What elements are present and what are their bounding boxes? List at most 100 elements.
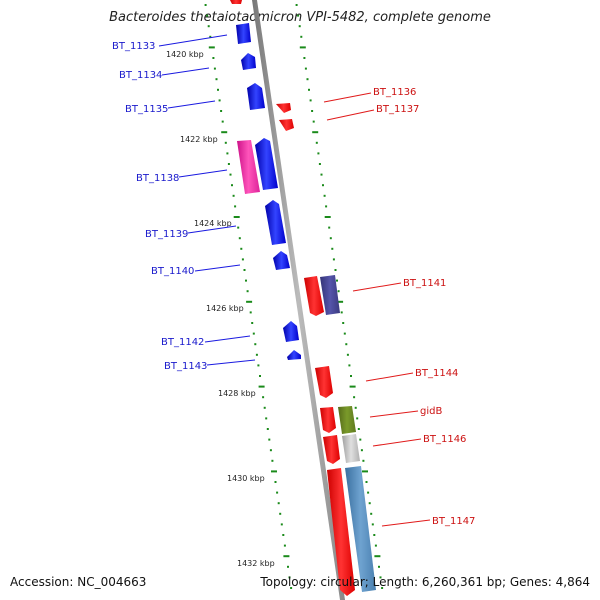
scale-tick [356,417,359,420]
scale-tick [269,449,272,452]
gene-feature-bt1146b[interactable] [342,434,360,463]
scale-tick [368,502,371,505]
scale-tick [378,565,380,568]
scale-label-1428: 1428 kbp [218,389,256,398]
scale-tick [206,14,209,17]
scale-tick [304,67,307,70]
gene-feature-bt1141b[interactable] [320,275,340,315]
gene-label-bt1136[interactable]: BT_1136 [373,87,416,98]
scale-tick [331,247,334,250]
gene-label-bt1142[interactable]: BT_1142 [161,337,204,348]
gene-label-bt1138[interactable]: BT_1138 [136,173,179,184]
scale-tick [303,57,306,59]
scale-tick [271,459,274,462]
scale-tick [283,544,286,547]
scale-tick [254,343,257,346]
scale-tick [246,300,253,303]
gene-label-bt1143[interactable]: BT_1143 [164,361,207,372]
gene-feature-top[interactable] [230,0,242,4]
scale-tick [229,173,232,176]
gene-label-bt1147[interactable]: BT_1147 [432,516,475,527]
scale-tick [280,523,283,526]
gene-feature-bt1134[interactable] [241,53,256,70]
gene-label-gidb[interactable]: gidB [420,406,442,417]
scale-tick [220,110,223,112]
scale-tick [374,555,381,558]
scale-tick [290,587,293,589]
gene-label-bt1141[interactable]: BT_1141 [403,278,446,289]
scale-tick [359,438,362,441]
scale-tick [241,258,244,261]
scale-tick [232,194,235,197]
scale-tick [370,512,373,515]
gene-label-bt1135[interactable]: BT_1135 [125,104,168,115]
gene-feature-bt1140[interactable] [273,251,290,270]
scale-tick [249,311,252,314]
gene-feature-bt1146[interactable] [323,435,340,464]
genome-backbone [252,0,345,600]
gene-feature-bt1147b[interactable] [345,466,376,592]
scale-tick [265,417,268,420]
gene-feature-bt1141[interactable] [304,276,324,316]
gene-feature-bt1147[interactable] [327,468,355,596]
scale-tick [362,459,365,462]
gene-feature-bt1133[interactable] [236,23,251,44]
gene-label-bt1133[interactable]: BT_1133 [112,41,155,52]
scale-tick [360,449,363,452]
scale-label-1430: 1430 kbp [227,474,265,483]
scale-tick [240,247,243,250]
gene-feature-bt1135[interactable] [247,83,265,110]
scale-tick [318,163,321,165]
gene-label-bt1146[interactable]: BT_1146 [423,434,466,445]
gene-feature-bt1144[interactable] [315,366,333,398]
scale-tick [263,406,266,409]
scale-tick [276,491,279,494]
gene-feature-gidb-b[interactable] [338,406,356,434]
gene-feature-bt1138b[interactable] [255,138,278,190]
scale-tick [381,587,384,589]
reverse-strand-features [230,0,376,596]
scale-tick [204,4,207,6]
gene-feature-bt1136[interactable] [276,103,291,113]
scale-tick [209,35,212,38]
gene-label-bt1134[interactable]: BT_1134 [119,70,162,81]
gene-feature-bt1143[interactable] [287,350,301,360]
scale-tick [238,237,241,240]
scale-tick [374,544,377,547]
scale-tick [379,576,382,579]
gene-label-bt1139[interactable]: BT_1139 [145,229,188,240]
gene-feature-bt1138[interactable] [237,140,260,194]
scale-tick [350,375,352,377]
gene-label-bt1144[interactable]: BT_1144 [415,368,458,379]
scale-tick [324,216,331,218]
scale-tick [322,184,324,187]
scale-tick [233,216,240,218]
gene-feature-gidb[interactable] [320,407,336,433]
scale-label-1426: 1426 kbp [206,304,244,313]
scale-tick [215,78,218,81]
gene-feature-bt1139[interactable] [265,200,286,245]
scale-tick [212,57,215,59]
gene-feature-bt1142[interactable] [283,321,299,342]
gene-label-bt1140[interactable]: BT_1140 [151,266,194,277]
scale-label-1432: 1432 kbp [237,559,275,568]
right-leader-lines [323,92,431,527]
scale-tick [231,184,233,187]
scale-tick [246,290,249,293]
forward-strand-features [236,23,301,360]
scale-tick [295,4,298,6]
gene-feature-bt1137[interactable] [279,119,294,131]
right-gene-labels: BT_1136 BT_1137 BT_1141 BT_1144 gidB BT_… [373,87,475,527]
gene-label-bt1137[interactable]: BT_1137 [376,104,419,115]
accession-label: Accession: NC_004663 [10,575,147,589]
scale-tick [373,534,376,536]
scale-label-1424: 1424 kbp [194,219,232,228]
scale-tick [365,481,368,483]
scale-tick [367,491,370,494]
scale-tick [217,88,219,91]
scale-tick [325,205,328,208]
scale-tick [227,163,230,165]
scale-tick [271,470,277,473]
scale-tick [237,226,240,229]
scale-tick [300,35,303,38]
